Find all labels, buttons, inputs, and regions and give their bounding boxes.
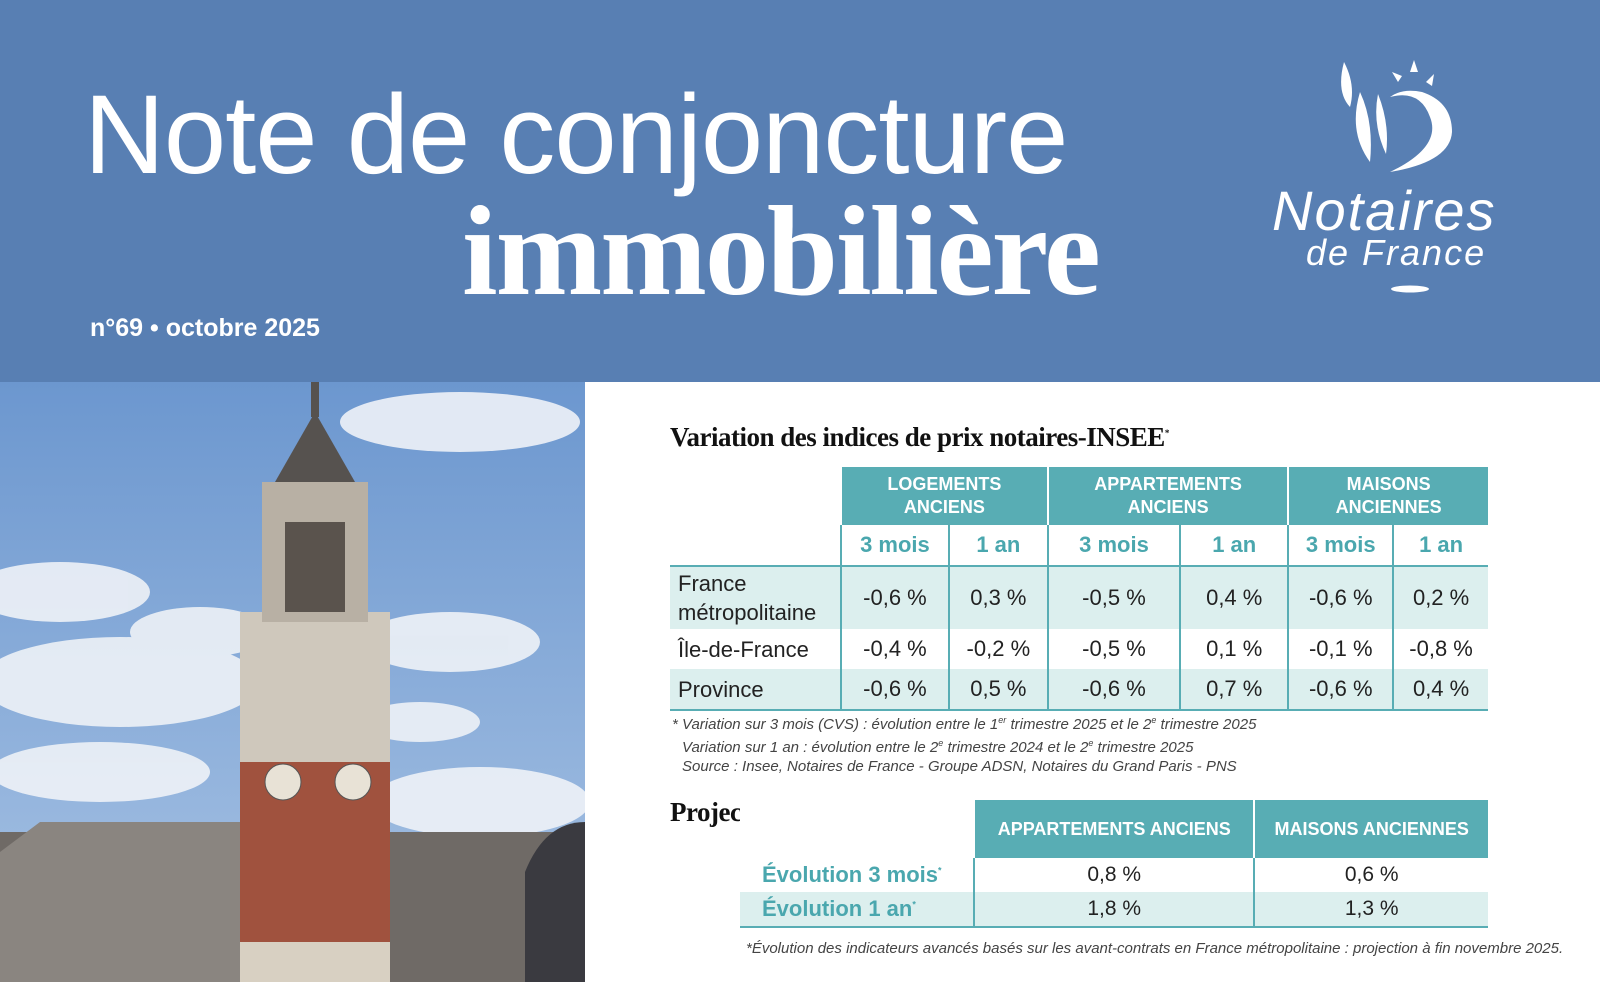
cell: -0,4 % [840, 629, 949, 669]
label-text: Évolution 1 an [762, 896, 913, 921]
cell: -0,6 % [1287, 566, 1394, 629]
data-row: Île-de-France -0,4 % -0,2 % -0,5 % 0,1 % -0,1… [670, 629, 1488, 669]
column-header: MAISONS ANCIENNES [1253, 800, 1488, 858]
title-text: Variation des indices de prix notaires-I… [670, 422, 1165, 452]
cell: -0,6 % [1046, 669, 1181, 711]
cell: 0,1 % [1179, 629, 1289, 669]
empty-corner [740, 800, 974, 858]
subheader: 3 mois [840, 525, 949, 567]
title-mark: * [1164, 428, 1170, 438]
footnote-part: * Variation sur 3 mois (CVS) : évolution… [672, 716, 999, 733]
footnote-part: trimestre 2025 et le 2 [1006, 716, 1152, 733]
subheader: 3 mois [1287, 525, 1394, 567]
column-header: APPARTEMENTS ANCIENS [972, 800, 1255, 858]
footnotes: * Variation sur 3 mois (CVS) : évolution… [672, 711, 1256, 776]
cell: 0,5 % [947, 669, 1048, 711]
footnote-part: e [1088, 738, 1094, 748]
cell: 0,2 % [1392, 566, 1488, 629]
cell: -0,1 % [1287, 629, 1394, 669]
row-label: Évolution 1 an* [740, 892, 974, 928]
header-row: APPARTEMENTS ANCIENS MAISONS ANCIENNES [740, 800, 1488, 858]
logo-text: de France [1306, 232, 1487, 273]
footnote-part: Variation sur 1 an : évolution entre le … [682, 739, 939, 756]
group-header: MAISONS ANCIENNES [1287, 467, 1488, 525]
cell: -0,5 % [1046, 629, 1181, 669]
cell: 0,4 % [1392, 669, 1488, 711]
cell: 0,4 % [1179, 566, 1289, 629]
footnote-line: Source : Insee, Notaires de France - Gro… [672, 757, 1256, 776]
cell: -0,2 % [947, 629, 1048, 669]
data-row: Province -0,6 % 0,5 % -0,6 % 0,7 % -0,6 % 0,4 … [670, 669, 1488, 711]
row-label: Province [670, 669, 841, 711]
subheader: 1 an [1179, 525, 1289, 567]
subheader-row: 3 mois 1 an 3 mois 1 an 3 mois 1 an [670, 525, 1488, 567]
row-label: Évolution 3 mois* [740, 858, 974, 892]
group-header: APPARTEMENTS ANCIENS [1046, 467, 1289, 525]
footnote-part: trimestre 2024 et le 2 [943, 739, 1089, 756]
footnote-part: Source : Insee, Notaires de France - Gro… [682, 758, 1237, 775]
empty-corner [670, 525, 841, 567]
group-header: LOGEMENTS ANCIENS [840, 467, 1048, 525]
footnote-line: Variation sur 1 an : évolution entre le … [672, 734, 1256, 757]
logo-text: Notaires [1272, 179, 1497, 242]
data-row: France métropolitaine -0,6 % 0,3 % -0,5 % 0,… [670, 566, 1488, 629]
price-table: LOGEMENTS ANCIENS APPARTEMENTS ANCIENS MAI… [670, 467, 1488, 711]
data-row: Évolution 3 mois* 0,8 % 0,6 % [740, 858, 1488, 892]
photo [0, 382, 585, 982]
issue: n°69 • octobre 2025 [90, 314, 320, 342]
footnote-part: trimestre 2025 [1093, 739, 1194, 756]
cell: 0,7 % [1179, 669, 1289, 711]
projections-table: APPARTEMENTS ANCIENS MAISONS ANCIENNES Évo… [740, 800, 1488, 928]
empty-corner [670, 467, 841, 525]
subheader: 1 an [1392, 525, 1488, 567]
projections-note: *Évolution des indicateurs avancés basés… [746, 940, 1564, 957]
cell: 0,8 % [972, 858, 1255, 892]
cell: -0,6 % [1287, 669, 1394, 711]
header-row: LOGEMENTS ANCIENS APPARTEMENTS ANCIENS MAI… [670, 467, 1488, 525]
cell: 0,6 % [1253, 858, 1488, 892]
cell: -0,6 % [840, 566, 949, 629]
logo-swoosh [1391, 285, 1429, 293]
footnote-part: e [1151, 715, 1157, 725]
table-title: Variation des indices de prix notaires-I… [670, 422, 1169, 453]
label-text: Évolution 3 mois [762, 862, 939, 887]
footnote-part: trimestre 2025 [1156, 716, 1257, 733]
cell: 0,3 % [947, 566, 1048, 629]
logo-mark [1341, 60, 1452, 172]
title-line1: Note de conjoncture [84, 72, 1068, 197]
label-mark: * [912, 899, 916, 910]
cell: -0,6 % [840, 669, 949, 711]
label-mark: * [938, 865, 942, 876]
title-line2: immobilière [462, 180, 1101, 322]
header-band: Note de conjoncture immobilière n°69 • o… [0, 0, 1600, 382]
row-label: Île-de-France [678, 636, 809, 662]
footnote-part: e [938, 738, 944, 748]
row-label: France métropolitaine [670, 566, 841, 629]
cell: -0,5 % [1046, 566, 1181, 629]
cell: 1,8 % [972, 892, 1255, 928]
footnote-part: er [998, 715, 1007, 725]
subheader: 3 mois [1046, 525, 1181, 567]
cell: -0,8 % [1392, 629, 1488, 669]
cell: 1,3 % [1253, 892, 1488, 928]
footnote-line: * Variation sur 3 mois (CVS) : évolution… [672, 711, 1256, 734]
data-row: Évolution 1 an* 1,8 % 1,3 % [740, 892, 1488, 928]
subheader: 1 an [947, 525, 1048, 567]
